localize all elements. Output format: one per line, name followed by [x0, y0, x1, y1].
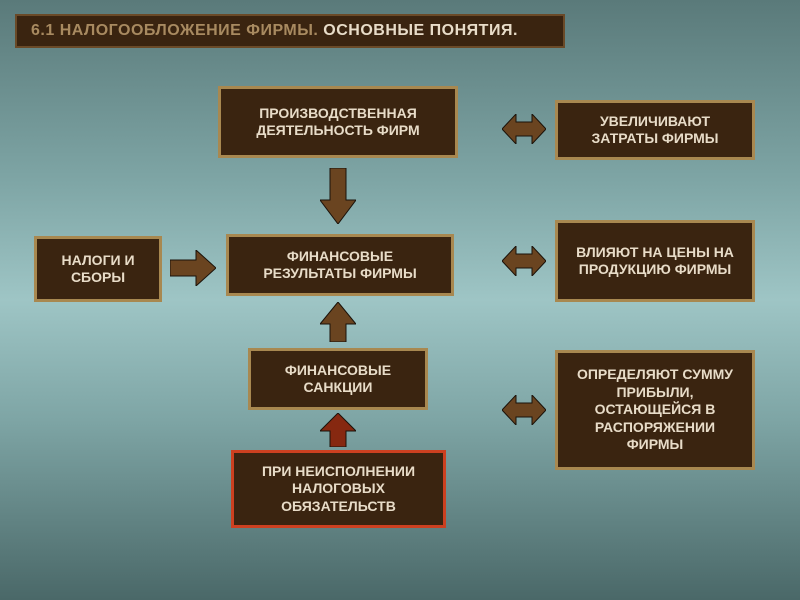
title-main: ОСНОВНЫЕ ПОНЯТИЯ. [323, 22, 518, 39]
arrow-double-prices [502, 246, 546, 276]
box-affect-prices-text: ВЛИЯЮТ НА ЦЕНЫ НА ПРОДУКЦИЮ ФИРМЫ [568, 244, 742, 279]
box-noncompliance-text: ПРИ НЕИСПОЛНЕНИИ НАЛОГОВЫХ ОБЯЗАТЕЛЬСТВ [244, 463, 433, 516]
arrow-taxes-to-results [170, 250, 216, 286]
title-bar: 6.1 НАЛОГООБЛОЖЕНИЕ ФИРМЫ. ОСНОВНЫЕ ПОНЯ… [15, 14, 565, 48]
arrow-noncompliance-to-sanctions [320, 413, 356, 447]
arrow-up-icon [320, 302, 356, 342]
box-increase-costs-text: УВЕЛИЧИВАЮТ ЗАТРАТЫ ФИРМЫ [568, 113, 742, 148]
box-financial-results: ФИНАНСОВЫЕ РЕЗУЛЬТАТЫ ФИРМЫ [226, 234, 454, 296]
box-increase-costs: УВЕЛИЧИВАЮТ ЗАТРАТЫ ФИРМЫ [555, 100, 755, 160]
box-taxes-text: НАЛОГИ И СБОРЫ [47, 252, 149, 287]
arrow-production-to-results [320, 168, 356, 224]
box-noncompliance: ПРИ НЕИСПОЛНЕНИИ НАЛОГОВЫХ ОБЯЗАТЕЛЬСТВ [231, 450, 446, 528]
box-financial-results-text: ФИНАНСОВЫЕ РЕЗУЛЬТАТЫ ФИРМЫ [239, 248, 441, 283]
arrow-double-h-icon [502, 395, 546, 425]
box-production: ПРОИЗВОДСТВЕННАЯ ДЕЯТЕЛЬНОСТЬ ФИРМ [218, 86, 458, 158]
arrow-double-h-icon [502, 246, 546, 276]
box-affect-prices: ВЛИЯЮТ НА ЦЕНЫ НА ПРОДУКЦИЮ ФИРМЫ [555, 220, 755, 302]
arrow-double-h-icon [502, 114, 546, 144]
box-determine-profit: ОПРЕДЕЛЯЮТ СУММУ ПРИБЫЛИ, ОСТАЮЩЕЙСЯ В Р… [555, 350, 755, 470]
arrow-up-icon [320, 413, 356, 447]
box-determine-profit-text: ОПРЕДЕЛЯЮТ СУММУ ПРИБЫЛИ, ОСТАЮЩЕЙСЯ В Р… [568, 366, 742, 454]
title-prefix: 6.1 НАЛОГООБЛОЖЕНИЕ ФИРМЫ. [31, 22, 323, 39]
box-sanctions-text: ФИНАНСОВЫЕ САНКЦИИ [261, 362, 415, 397]
arrow-double-costs [502, 114, 546, 144]
box-production-text: ПРОИЗВОДСТВЕННАЯ ДЕЯТЕЛЬНОСТЬ ФИРМ [231, 105, 445, 140]
arrow-down-icon [320, 168, 356, 224]
arrow-double-profit [502, 395, 546, 425]
box-sanctions: ФИНАНСОВЫЕ САНКЦИИ [248, 348, 428, 410]
arrow-sanctions-to-results [320, 302, 356, 342]
arrow-right-icon [170, 250, 216, 286]
box-taxes: НАЛОГИ И СБОРЫ [34, 236, 162, 302]
